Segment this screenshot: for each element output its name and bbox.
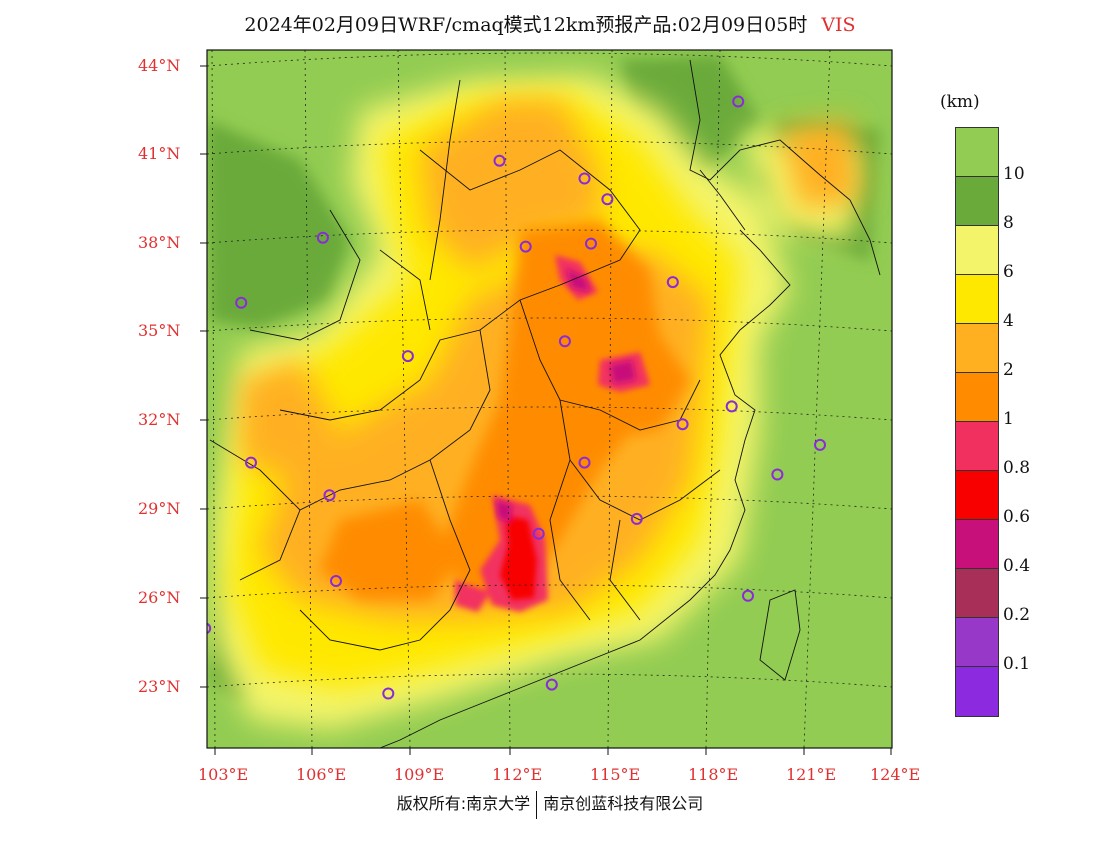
zone-dense-fog bbox=[496, 268, 636, 600]
city-marker bbox=[316, 231, 329, 244]
lon-label-115: 115°E bbox=[590, 765, 641, 784]
chart-title: 2024年02月09日WRF/cmaq模式12km预报产品:02月09日05时 V… bbox=[0, 10, 1100, 37]
city-marker bbox=[235, 296, 248, 309]
lon-label-112: 112°E bbox=[492, 765, 543, 784]
city-markers bbox=[207, 95, 826, 700]
legend-swatch bbox=[956, 226, 998, 275]
lat-label-26: 26°N bbox=[138, 588, 181, 607]
lon-label-103: 103°E bbox=[198, 765, 249, 784]
city-marker bbox=[578, 172, 591, 185]
city-marker bbox=[814, 438, 826, 451]
city-marker bbox=[630, 512, 643, 525]
graticule bbox=[207, 50, 892, 748]
city-marker bbox=[323, 489, 336, 502]
city-marker bbox=[532, 527, 545, 540]
city-marker bbox=[245, 456, 257, 469]
city-marker bbox=[585, 237, 597, 250]
legend-swatch bbox=[956, 324, 998, 373]
lon-label-109: 109°E bbox=[394, 765, 445, 784]
city-marker bbox=[601, 193, 614, 206]
city-marker bbox=[558, 335, 571, 348]
lat-label-35: 35°N bbox=[138, 321, 181, 340]
legend-swatch bbox=[956, 471, 998, 520]
copyright-text: 版权所有:南京大学 bbox=[396, 794, 531, 813]
lon-label-121: 121°E bbox=[786, 765, 837, 784]
legend-label: 8 bbox=[1003, 213, 1014, 233]
city-marker bbox=[742, 589, 754, 602]
legend-swatch bbox=[956, 569, 998, 618]
lat-label-32: 32°N bbox=[138, 410, 181, 429]
lat-label-41: 41°N bbox=[138, 144, 181, 163]
lat-label-38: 38°N bbox=[138, 233, 181, 252]
city-marker bbox=[401, 350, 414, 363]
legend-label: 1 bbox=[1003, 409, 1014, 429]
lat-label-23: 23°N bbox=[138, 677, 181, 696]
legend-label: 0.8 bbox=[1003, 458, 1031, 478]
city-marker bbox=[545, 678, 558, 691]
legend-label: 6 bbox=[1003, 262, 1014, 282]
legend-swatch bbox=[956, 177, 998, 226]
lon-label-106: 106°E bbox=[296, 765, 347, 784]
lat-label-29: 29°N bbox=[138, 499, 181, 518]
legend-label: 0.1 bbox=[1003, 654, 1031, 674]
city-marker bbox=[382, 687, 395, 700]
legend-swatch bbox=[956, 275, 998, 324]
legend-label: 4 bbox=[1003, 311, 1014, 331]
city-marker bbox=[519, 240, 532, 253]
legend-swatch bbox=[956, 422, 998, 471]
city-marker bbox=[725, 400, 738, 413]
city-marker bbox=[330, 575, 342, 587]
lon-label-118: 118°E bbox=[688, 765, 739, 784]
legend-label: 0.4 bbox=[1003, 556, 1031, 576]
legend-label: 10 bbox=[1003, 164, 1025, 184]
legend-label: 0.2 bbox=[1003, 605, 1031, 625]
city-marker bbox=[676, 418, 689, 431]
legend-swatch bbox=[956, 373, 998, 422]
legend-swatch bbox=[956, 520, 998, 569]
legend-swatch bbox=[956, 667, 998, 716]
color-legend bbox=[955, 127, 999, 717]
city-marker bbox=[493, 154, 506, 167]
legend-unit: (km) bbox=[940, 92, 980, 112]
city-marker bbox=[771, 468, 784, 481]
map-frame bbox=[206, 49, 893, 749]
legend-label: 2 bbox=[1003, 360, 1014, 380]
city-marker bbox=[732, 95, 745, 108]
lat-label-44: 44°N bbox=[138, 56, 181, 75]
city-marker bbox=[578, 456, 591, 469]
city-marker bbox=[666, 276, 679, 289]
axis-ticks bbox=[200, 65, 892, 755]
legend-swatch bbox=[956, 618, 998, 667]
title-main: 2024年02月09日WRF/cmaq模式12km预报产品:02月09日05时 bbox=[244, 14, 808, 36]
legend-swatch bbox=[956, 128, 998, 177]
title-variable: VIS bbox=[821, 14, 856, 36]
lon-label-124: 124°E bbox=[870, 765, 921, 784]
footer-divider bbox=[536, 790, 538, 819]
company-text: 南京创蓝科技有限公司 bbox=[543, 794, 704, 813]
city-marker bbox=[207, 622, 212, 635]
footer: 版权所有:南京大学 南京创蓝科技有限公司 bbox=[0, 790, 1100, 819]
visibility-field bbox=[207, 50, 892, 748]
legend-label: 0.6 bbox=[1003, 507, 1031, 527]
